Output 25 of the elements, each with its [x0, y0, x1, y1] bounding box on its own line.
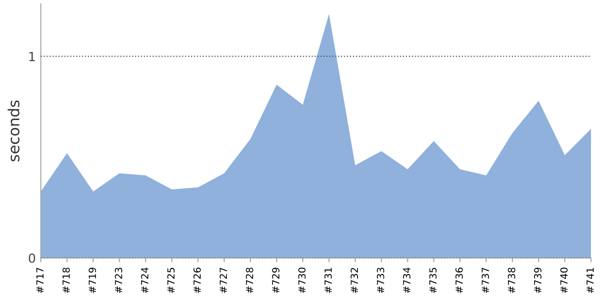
x-tick-label: #739 [534, 268, 542, 293]
y-tick-label: 1 [29, 52, 35, 62]
y-tick-label: 0 [28, 253, 36, 263]
y-axis-title: seconds [8, 100, 20, 162]
x-tick-label: #738 [508, 268, 516, 293]
x-tick-label: #719 [88, 268, 96, 293]
x-tick-label: #741 [586, 268, 594, 293]
x-tick-label: #729 [272, 268, 280, 293]
x-tick-label: #731 [324, 268, 332, 293]
x-tick-label: #737 [482, 268, 490, 293]
x-tick-label: #717 [36, 268, 44, 293]
x-tick-label: #728 [246, 268, 254, 293]
x-tick-label: #736 [455, 268, 463, 293]
x-tick-label: #725 [167, 268, 175, 293]
x-tick-label: #718 [62, 268, 70, 293]
x-tick-label: #740 [560, 268, 568, 293]
x-tick-label: #733 [376, 268, 384, 293]
x-tick-label: #734 [403, 268, 410, 293]
x-tick-label: #727 [220, 268, 227, 293]
x-tick-label: #730 [298, 268, 306, 293]
x-tick-label: #735 [429, 268, 437, 293]
x-tick-label: #724 [141, 268, 148, 293]
x-tick-label: #732 [350, 268, 358, 293]
x-tick-label: #726 [193, 268, 201, 293]
x-tick-label: #723 [114, 268, 122, 293]
